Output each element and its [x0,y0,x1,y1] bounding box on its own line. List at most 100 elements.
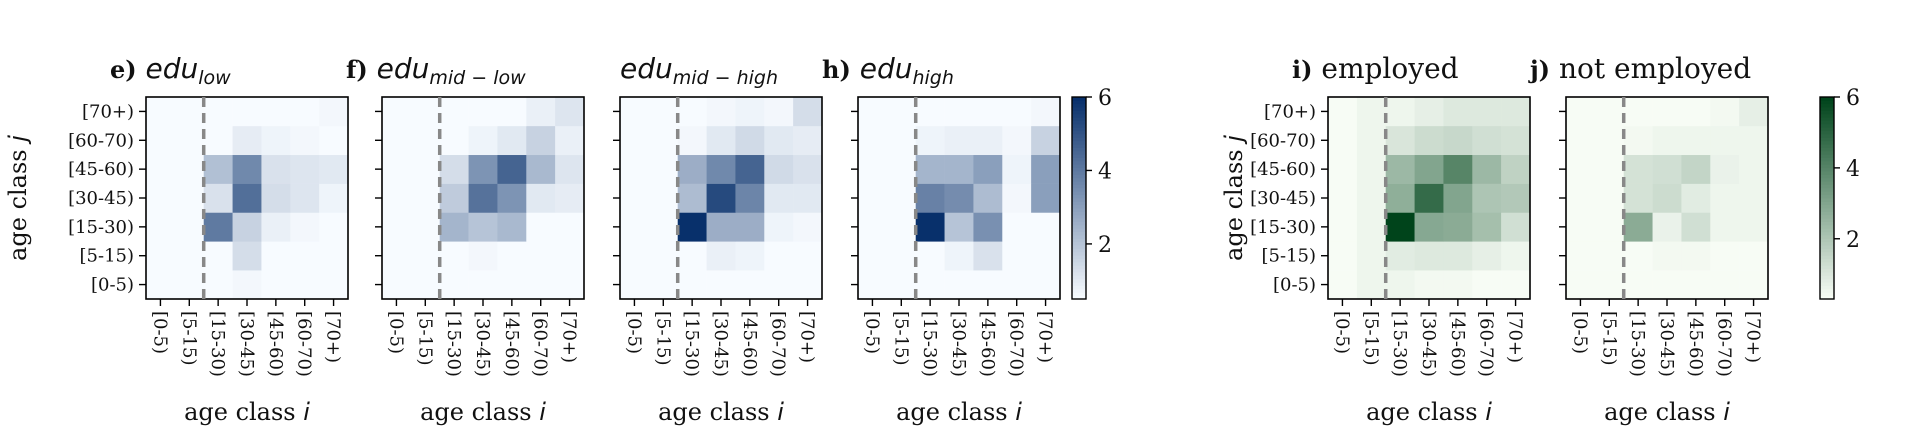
heatmap-cell [203,97,233,127]
heatmap-cell [232,125,262,156]
colorbar-tick-label: 4 [1098,159,1112,184]
panel-letter: e) [110,55,137,84]
colorbar-swatch [1072,278,1086,283]
colorbar-swatch [1820,157,1834,162]
x-tick-label: [30-45) [1418,311,1439,377]
heatmap-cell [319,212,349,242]
colorbar-swatch [1072,167,1086,172]
colorbar-swatch [1820,164,1834,169]
heatmap-cell [915,125,945,156]
colorbar-swatch [1072,292,1086,297]
y-tick-label: [5-15) [1262,246,1316,267]
heatmap-cell [1501,241,1531,271]
x-tick-label: [45-60) [1685,311,1706,377]
heatmap-cell [1501,97,1531,127]
heatmap-cell [1443,125,1473,156]
colorbar-swatch [1072,265,1086,270]
heatmap-cell [648,97,679,127]
heatmap-cell [1031,125,1061,156]
colorbar-swatch [1072,194,1086,199]
heatmap-cell [146,125,176,156]
heatmap-cell [1414,183,1444,213]
colorbar-swatch [1820,144,1834,148]
heatmap-cell [886,125,917,156]
heatmap-cell [526,270,556,300]
heatmap-cell [1623,270,1653,300]
heatmap-cell [439,212,469,242]
colorbar-swatch [1072,288,1086,293]
heatmap-cell [232,183,262,213]
panel-title-subscript: mid − low [429,67,526,89]
heatmap-cell [555,183,585,213]
heatmap-cell [439,125,469,156]
heatmap-cell [677,154,707,184]
colorbar-swatch [1072,177,1086,182]
heatmap-cell [648,183,679,213]
heatmap-cell [526,97,556,127]
heatmap-cell [290,183,320,213]
colorbar-swatch [1072,181,1086,185]
heatmap-cell [1356,154,1387,184]
heatmap-cell [290,212,320,242]
heatmap-cell [1328,241,1358,271]
heatmap-cell [410,270,441,300]
heatmap-cell [735,97,765,127]
heatmap-cell [764,212,794,242]
y-tick-label: [45-60) [68,159,134,180]
heatmap-cell [382,241,412,271]
heatmap-cell [146,270,176,300]
heatmap-cell [1681,241,1711,271]
heatmap-cell [973,97,1003,127]
heatmap-cell [1739,212,1769,242]
heatmap-cell [1356,241,1387,271]
heatmap-cell [915,270,945,300]
heatmap-cell [793,125,823,156]
heatmap-cell [468,270,498,300]
colorbar-swatch [1072,171,1086,175]
heatmap-cell [706,241,736,271]
x-tick-label: [60-70) [1476,311,1497,377]
heatmap-cell [174,241,205,271]
heatmap-cell [1652,183,1682,213]
heatmap-cell [973,241,1003,271]
colorbar-swatch [1820,198,1834,202]
heatmap-cell [1414,212,1444,242]
heatmap-cell [1002,125,1032,156]
heatmap-cell [1472,154,1502,184]
heatmap-cell [261,270,291,300]
y-tick-label: [15-30) [68,217,134,238]
heatmap-cell [735,125,765,156]
heatmap-cell [146,97,176,127]
heatmap-cell [1623,97,1653,127]
x-tick-label: [15-30) [919,311,940,377]
heatmap-cell [944,183,974,213]
x-axis-label: age class i [420,398,546,426]
heatmap-cell [555,154,585,184]
heatmap-cell [1652,241,1682,271]
heatmap-cell [1328,212,1358,242]
heatmap-cell [290,97,320,127]
x-tick-label: [70+) [797,311,818,363]
panel-title-base: employed [1321,52,1458,85]
heatmap-cell [735,270,765,300]
colorbar-swatch [1820,285,1834,290]
heatmap-cell [915,183,945,213]
heatmap-cell [1472,241,1502,271]
heatmap-cell [497,241,527,271]
heatmap-cell [319,183,349,213]
x-tick-label: [70+) [323,311,344,363]
heatmap-cell [319,154,349,184]
x-tick-label: [60-70) [768,311,789,377]
heatmap-cell [858,154,888,184]
heatmap-cell [319,125,349,156]
heatmap-cell [706,154,736,184]
heatmap-cell [944,212,974,242]
heatmap-cell [1566,97,1596,127]
heatmap-cell [1385,154,1415,184]
heatmap-cell [1594,97,1625,127]
heatmap-cell [886,183,917,213]
heatmap-cell [1710,212,1740,242]
panel-title: i) employed [1292,52,1459,85]
x-tick-label: [0-5) [149,311,170,354]
heatmap-cell [1501,183,1531,213]
